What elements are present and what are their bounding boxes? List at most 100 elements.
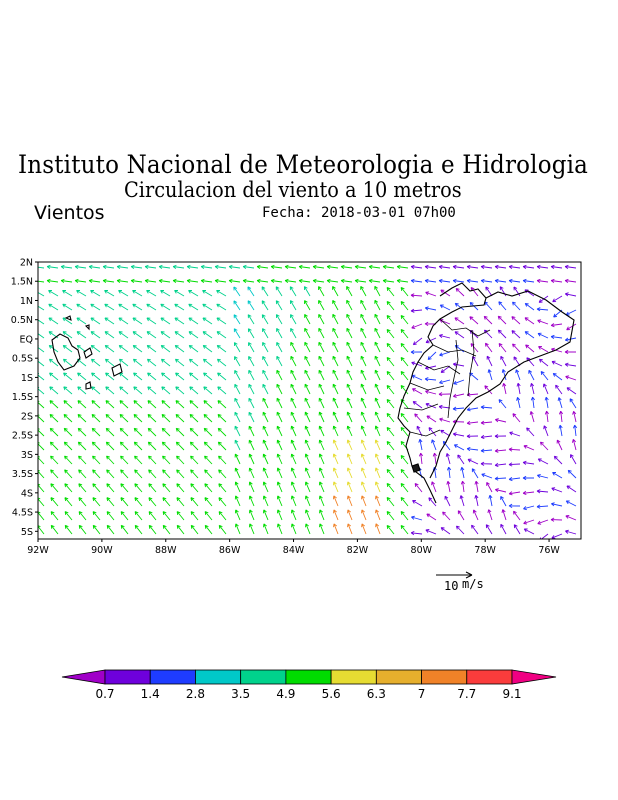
wind-vector <box>374 341 381 353</box>
wind-vector <box>248 411 255 423</box>
wind-vector <box>92 511 101 521</box>
wind-vector <box>203 427 213 437</box>
wind-vector <box>119 400 129 409</box>
wind-vector <box>318 383 325 395</box>
wind-vector <box>498 399 507 409</box>
wind-vector <box>190 469 199 479</box>
wind-vector <box>284 264 297 269</box>
wind-vector <box>396 278 409 283</box>
wind-vector <box>174 289 185 297</box>
wind-vector <box>289 300 297 311</box>
wind-vector <box>200 264 213 269</box>
wind-vector <box>304 327 311 339</box>
wind-vector <box>38 428 45 437</box>
wind-vector <box>119 427 129 437</box>
wind-vector <box>474 480 479 493</box>
wind-vector <box>457 510 465 521</box>
wind-vector <box>214 264 227 269</box>
wind-vector <box>346 481 353 493</box>
wind-vector <box>148 511 157 521</box>
wind-vector <box>416 425 423 437</box>
wind-vector <box>332 495 339 507</box>
wind-vector <box>234 495 241 507</box>
wind-vector <box>146 289 157 297</box>
wind-vector <box>104 317 115 325</box>
wind-vector <box>218 455 227 465</box>
wind-vector <box>270 264 283 269</box>
wind-vector <box>466 392 479 397</box>
wind-vector <box>130 264 143 269</box>
wind-vector <box>571 438 577 451</box>
wind-vector <box>304 397 311 409</box>
lon-label: 86W <box>219 545 241 556</box>
wind-vector <box>374 425 381 437</box>
wind-vector <box>386 328 395 339</box>
wind-vector <box>466 434 479 439</box>
wind-vector <box>375 523 381 535</box>
wind-vector <box>525 344 535 353</box>
wind-vector <box>304 425 311 437</box>
wind-vector <box>304 369 311 381</box>
wind-vector <box>374 481 381 493</box>
wind-vector <box>410 530 423 536</box>
wind-vector <box>414 482 423 493</box>
wind-vector <box>186 278 199 283</box>
wind-vector <box>204 455 213 465</box>
wind-vector <box>38 414 45 423</box>
lat-label: 4.5S <box>12 508 33 519</box>
wind-vector <box>248 397 255 409</box>
wind-vector <box>133 400 143 409</box>
wind-vector <box>386 412 395 423</box>
wind-vector <box>132 303 143 311</box>
wind-vector <box>412 401 423 409</box>
wind-vector <box>64 455 73 465</box>
wind-vector <box>347 495 353 507</box>
wind-vector <box>471 468 479 479</box>
wind-vector <box>64 483 73 493</box>
wind-vector <box>176 511 185 521</box>
wind-vector <box>487 369 493 381</box>
wind-vector <box>440 429 451 437</box>
wind-vector <box>411 374 423 381</box>
wind-vector <box>480 405 493 410</box>
wind-vector <box>508 477 521 482</box>
wind-vector <box>248 467 255 479</box>
wind-vector <box>425 402 437 409</box>
wind-vector <box>550 323 563 328</box>
wind-vector <box>188 303 199 311</box>
wind-vector <box>374 313 381 325</box>
wind-vector <box>487 509 493 521</box>
wind-vector <box>248 523 255 535</box>
wind-vector <box>484 385 493 395</box>
wind-vector <box>529 411 535 423</box>
wind-vector <box>76 344 87 353</box>
wind-vector <box>446 466 452 479</box>
wind-vector <box>439 351 451 357</box>
wind-vector <box>50 483 59 493</box>
wind-vector <box>445 453 451 465</box>
wind-vector <box>202 358 213 367</box>
wind-vector <box>189 386 199 395</box>
wind-vector <box>64 511 73 521</box>
wind-vector <box>120 511 129 521</box>
wind-vector <box>120 497 129 507</box>
lon-label: 78W <box>474 545 496 556</box>
wind-vector <box>233 342 241 353</box>
wind-vector <box>360 467 367 479</box>
wind-vector <box>346 397 353 409</box>
wind-vector <box>508 447 521 452</box>
wind-vector <box>494 418 507 423</box>
wind-vector <box>290 341 297 353</box>
wind-vector <box>106 524 115 535</box>
wind-vector <box>536 504 549 509</box>
wind-vector <box>175 441 185 451</box>
wind-vector <box>158 278 171 283</box>
wind-vector <box>176 469 185 479</box>
wind-vector <box>48 303 59 311</box>
wind-vector <box>400 370 409 381</box>
wind-vector <box>38 400 45 409</box>
colorbar-left-cap <box>61 669 106 685</box>
wind-vector <box>539 533 549 539</box>
wind-vector <box>455 287 465 297</box>
